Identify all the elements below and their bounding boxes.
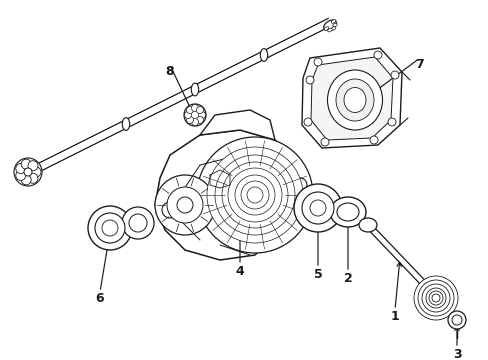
Ellipse shape — [288, 176, 310, 194]
Text: 8: 8 — [165, 65, 174, 78]
Circle shape — [320, 138, 328, 146]
Circle shape — [162, 202, 178, 218]
Circle shape — [191, 118, 198, 126]
Circle shape — [304, 118, 311, 126]
Ellipse shape — [327, 28, 331, 32]
Circle shape — [184, 112, 191, 118]
Circle shape — [309, 200, 325, 216]
Ellipse shape — [332, 23, 337, 27]
Ellipse shape — [336, 203, 358, 221]
Circle shape — [387, 118, 395, 126]
Text: 4: 4 — [235, 265, 244, 278]
Ellipse shape — [122, 118, 129, 130]
Circle shape — [206, 147, 303, 243]
Ellipse shape — [260, 49, 267, 61]
Text: 5: 5 — [313, 268, 322, 281]
Circle shape — [155, 175, 215, 235]
Ellipse shape — [335, 79, 373, 121]
Text: 7: 7 — [415, 58, 424, 71]
Circle shape — [177, 197, 193, 213]
Circle shape — [425, 288, 445, 308]
Ellipse shape — [330, 27, 335, 30]
Circle shape — [189, 109, 201, 121]
Circle shape — [369, 136, 377, 144]
Ellipse shape — [323, 20, 336, 30]
Circle shape — [241, 181, 268, 209]
Circle shape — [373, 51, 381, 59]
Circle shape — [28, 161, 38, 171]
Circle shape — [431, 294, 439, 302]
Circle shape — [21, 159, 31, 169]
Text: 3: 3 — [452, 348, 460, 360]
Ellipse shape — [343, 87, 365, 112]
Polygon shape — [302, 48, 401, 148]
Circle shape — [293, 184, 341, 232]
Circle shape — [292, 178, 306, 192]
Circle shape — [227, 168, 282, 222]
Ellipse shape — [327, 70, 382, 130]
Circle shape — [186, 116, 193, 123]
Circle shape — [21, 175, 31, 185]
Ellipse shape — [329, 197, 365, 227]
Circle shape — [421, 284, 449, 312]
Circle shape — [129, 214, 147, 232]
Circle shape — [102, 220, 118, 236]
Polygon shape — [200, 110, 274, 140]
Ellipse shape — [191, 83, 198, 96]
Circle shape — [215, 155, 294, 235]
Circle shape — [413, 276, 457, 320]
Circle shape — [186, 107, 193, 113]
Circle shape — [122, 207, 154, 239]
Circle shape — [235, 175, 274, 215]
Circle shape — [451, 315, 461, 325]
Circle shape — [198, 112, 205, 118]
Text: 6: 6 — [96, 292, 104, 305]
Polygon shape — [155, 130, 305, 260]
Circle shape — [447, 311, 465, 329]
Circle shape — [246, 187, 263, 203]
Polygon shape — [310, 57, 392, 140]
Circle shape — [428, 291, 442, 305]
Circle shape — [14, 158, 42, 186]
Circle shape — [16, 163, 26, 174]
Circle shape — [390, 71, 398, 79]
Circle shape — [196, 116, 203, 123]
Polygon shape — [365, 223, 431, 292]
Circle shape — [197, 137, 312, 253]
Ellipse shape — [156, 200, 183, 220]
Circle shape — [95, 213, 125, 243]
Circle shape — [222, 162, 287, 228]
Text: 1: 1 — [390, 310, 399, 323]
Circle shape — [191, 104, 198, 112]
Circle shape — [313, 58, 321, 66]
Circle shape — [305, 76, 313, 84]
Ellipse shape — [358, 218, 376, 232]
Circle shape — [31, 167, 41, 177]
Circle shape — [302, 192, 333, 224]
Circle shape — [167, 187, 203, 223]
Circle shape — [28, 173, 38, 183]
Circle shape — [16, 171, 26, 180]
Circle shape — [196, 107, 203, 113]
Circle shape — [88, 206, 132, 250]
Ellipse shape — [324, 27, 328, 30]
Circle shape — [183, 104, 205, 126]
Polygon shape — [28, 18, 331, 176]
Text: 2: 2 — [343, 272, 352, 285]
Ellipse shape — [330, 20, 335, 23]
Circle shape — [417, 280, 453, 316]
Circle shape — [24, 168, 32, 176]
